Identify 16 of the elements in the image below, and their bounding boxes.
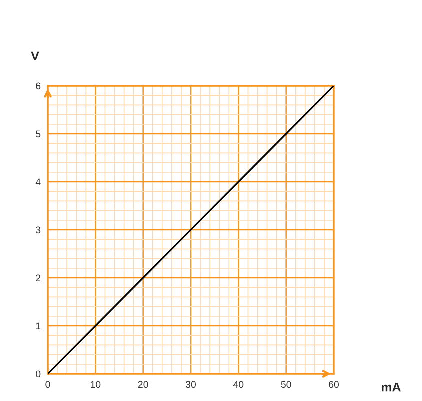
y-tick-label: 1 (36, 322, 41, 330)
y-tick-label: 4 (36, 178, 41, 186)
x-tick-label: 10 (91, 381, 101, 388)
y-tick-label: 2 (36, 274, 41, 282)
x-tick-label: 30 (186, 381, 196, 388)
x-tick-label: 60 (329, 381, 340, 388)
y-tick-label: 3 (36, 226, 41, 234)
x-tick-label: 40 (233, 381, 244, 388)
x-tick-label: 0 (46, 381, 50, 388)
y-axis-title: V (31, 52, 40, 60)
x-tick-label: 20 (138, 381, 148, 388)
y-tick-label: 6 (36, 82, 41, 90)
y-tick-label: 0 (36, 370, 41, 378)
x-tick-label: 50 (281, 381, 292, 388)
y-tick-label: 5 (36, 130, 41, 138)
x-axis-title: mA (382, 383, 401, 392)
